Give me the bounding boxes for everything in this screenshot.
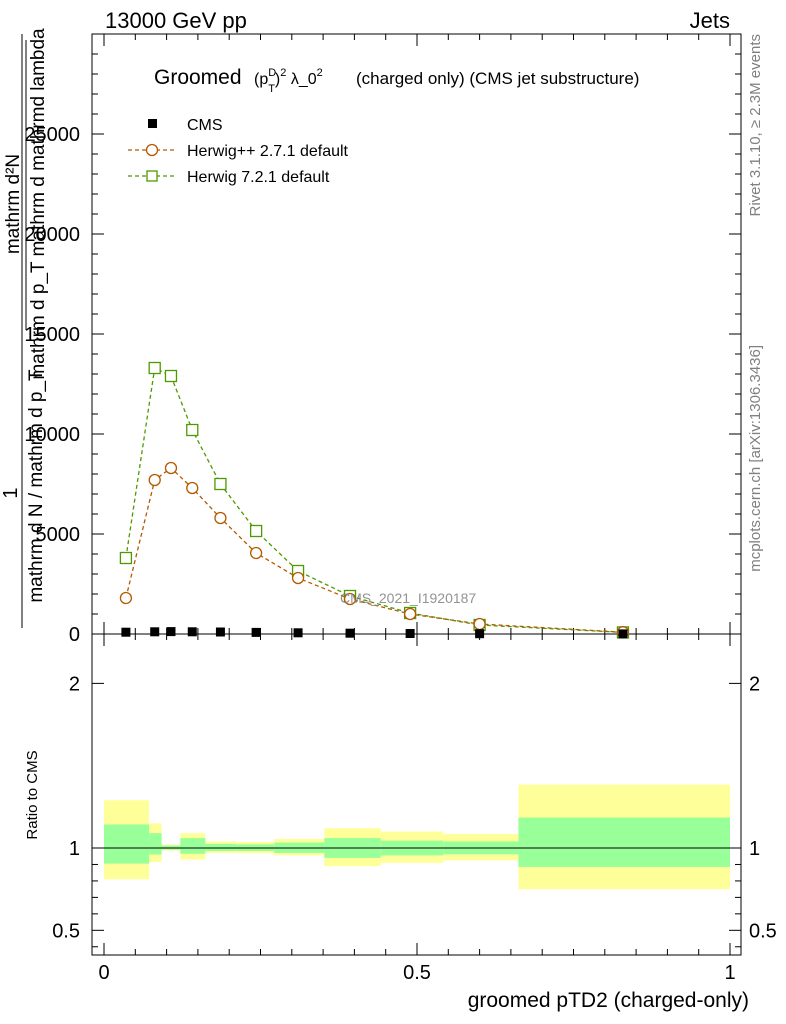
herwigpp-point xyxy=(186,481,199,495)
cms-point xyxy=(475,629,485,639)
y-tick-label: 25000 xyxy=(24,124,80,146)
herwigpp-point xyxy=(164,461,178,475)
y-tick-label: 20000 xyxy=(24,224,80,246)
legend-herwigpp-marker xyxy=(145,143,159,157)
cms-point xyxy=(251,627,261,637)
herwig7-point xyxy=(148,361,161,375)
plot-title-formula: (pD T)2 λ_02 xyxy=(254,67,323,95)
ratio-y-tick-label-left: 2 xyxy=(69,673,80,695)
y-tick-label: 5000 xyxy=(36,524,81,546)
y-title-denominator: mathrm d p_T mathrm d mathrmd lambda xyxy=(28,28,49,380)
ratio-y-tick-label-right: 2 xyxy=(749,673,760,695)
ratio-band-inner-10 xyxy=(518,817,730,867)
y-title-outer-denominator: mathrm d N / mathrm d p_T xyxy=(26,369,47,603)
ratio-y-tick-label-right: 0.5 xyxy=(749,920,777,942)
legend: CMS Herwig++ 2.7.1 default Herwig 7.2.1 … xyxy=(128,117,349,186)
herwig7-point xyxy=(186,423,199,437)
legend-cms-marker xyxy=(148,119,157,128)
cms-point xyxy=(215,627,225,637)
legend-herwigpp-label: Herwig++ 2.7.1 default xyxy=(187,143,349,160)
legend-herwig7-label: Herwig 7.2.1 default xyxy=(187,169,330,186)
cms-point xyxy=(293,628,303,638)
mcplots-label: mcplots.cern.ch [arXiv:1306.3436] xyxy=(747,345,764,572)
rivet-label: Rivet 3.1.10, ≥ 2.3M events xyxy=(747,34,764,217)
ratio-band-inner-4 xyxy=(205,843,237,851)
y-tick-label: 0 xyxy=(69,624,80,646)
ratio-bands xyxy=(92,784,741,890)
header-left: 13000 GeV pp xyxy=(105,8,247,33)
plot-title: Groomed (pD T)2 λ_02 (charged only) (CMS … xyxy=(154,66,639,95)
herwigpp-point xyxy=(473,617,486,631)
herwigpp-point xyxy=(403,607,417,621)
herwigpp-point xyxy=(249,546,263,560)
x-tick-label: 0 xyxy=(98,962,109,984)
cms-point xyxy=(405,629,415,638)
series-layer xyxy=(119,361,630,639)
header-right: Jets xyxy=(690,8,730,33)
herwigpp-point xyxy=(343,592,357,606)
herwig7-point xyxy=(119,551,133,565)
plot-title-prefix: Groomed xyxy=(154,66,242,89)
cms-point xyxy=(618,629,628,639)
ratio-y-tick-label-left: 0.5 xyxy=(52,920,80,942)
cms-point xyxy=(150,627,160,637)
y-title-numerator: mathrm d²N xyxy=(3,154,24,254)
plot-title-suffix: (charged only) (CMS jet substructure) xyxy=(356,69,639,88)
herwigpp-point xyxy=(119,591,133,605)
ratio-band-inner-0 xyxy=(104,824,150,864)
cms-point xyxy=(187,627,197,637)
y-tick-label: 15000 xyxy=(24,324,80,346)
herwig7-point xyxy=(214,477,227,491)
y-tick-label: 10000 xyxy=(24,424,80,446)
x-tick-label: 0.5 xyxy=(403,962,431,984)
y-title-outer-numerator: 1 xyxy=(0,487,22,498)
x-tick-label: 1 xyxy=(724,962,735,984)
y-axis-title-ratio: Ratio to CMS xyxy=(24,750,41,839)
herwig7-point xyxy=(249,524,263,538)
ratio-y-tick-label-right: 1 xyxy=(749,838,760,860)
legend-cms-label: CMS xyxy=(187,117,223,134)
ratio-band-inner-1 xyxy=(149,833,162,855)
x-axis-title: groomed pTD2 (charged-only) xyxy=(468,989,749,1012)
ratio-band-inner-3 xyxy=(180,838,206,854)
herwig7-point xyxy=(164,369,178,383)
herwigpp-point xyxy=(291,571,305,585)
legend-herwig7-marker xyxy=(146,170,158,182)
watermark: CMS_2021_I1920187 xyxy=(340,590,476,606)
cms-point xyxy=(166,627,176,637)
ratio-y-tick-label-left: 1 xyxy=(69,838,80,860)
cms-point xyxy=(121,627,131,637)
y-axis-title-top: 1 mathrm d N / mathrm d p_T mathrm d²N m… xyxy=(0,28,49,628)
herwigpp-line xyxy=(125,467,623,633)
cms-point xyxy=(345,628,355,638)
herwigpp-point xyxy=(214,511,227,525)
herwigpp-point xyxy=(148,473,161,487)
